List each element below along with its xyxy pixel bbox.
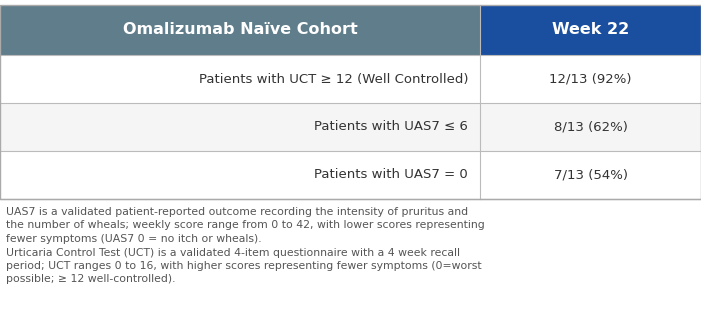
Bar (0, 5, 701, 199)
Text: Urticaria Control Test (UCT) is a validated 4-item questionnaire with a 4 week r: Urticaria Control Test (UCT) is a valida… (6, 248, 460, 258)
Bar (0, 55, 480, 103)
Text: Week 22: Week 22 (552, 22, 629, 38)
Text: 8/13 (62%): 8/13 (62%) (554, 121, 627, 133)
Bar (480, 55, 701, 103)
Text: UAS7 is a validated patient-reported outcome recording the intensity of pruritus: UAS7 is a validated patient-reported out… (6, 207, 468, 217)
Text: fewer symptoms (UAS7 0 = no itch or wheals).: fewer symptoms (UAS7 0 = no itch or whea… (6, 234, 261, 244)
Text: Omalizumab Naïve Cohort: Omalizumab Naïve Cohort (123, 22, 358, 38)
Bar (0, 5, 480, 55)
Text: 12/13 (92%): 12/13 (92%) (550, 73, 632, 86)
Text: Patients with UAS7 ≤ 6: Patients with UAS7 ≤ 6 (314, 121, 468, 133)
Bar (480, 103, 701, 151)
Text: the number of wheals; weekly score range from 0 to 42, with lower scores represe: the number of wheals; weekly score range… (6, 221, 485, 230)
Bar (0, 151, 480, 199)
Text: possible; ≥ 12 well-controlled).: possible; ≥ 12 well-controlled). (6, 274, 175, 284)
Text: 7/13 (54%): 7/13 (54%) (554, 168, 627, 181)
Bar (480, 5, 701, 55)
Text: period; UCT ranges 0 to 16, with higher scores representing fewer symptoms (0=wo: period; UCT ranges 0 to 16, with higher … (6, 261, 482, 271)
Text: Patients with UAS7 = 0: Patients with UAS7 = 0 (315, 168, 468, 181)
Bar (0, 103, 480, 151)
Text: Patients with UCT ≥ 12 (Well Controlled): Patients with UCT ≥ 12 (Well Controlled) (198, 73, 468, 86)
Bar (480, 151, 701, 199)
